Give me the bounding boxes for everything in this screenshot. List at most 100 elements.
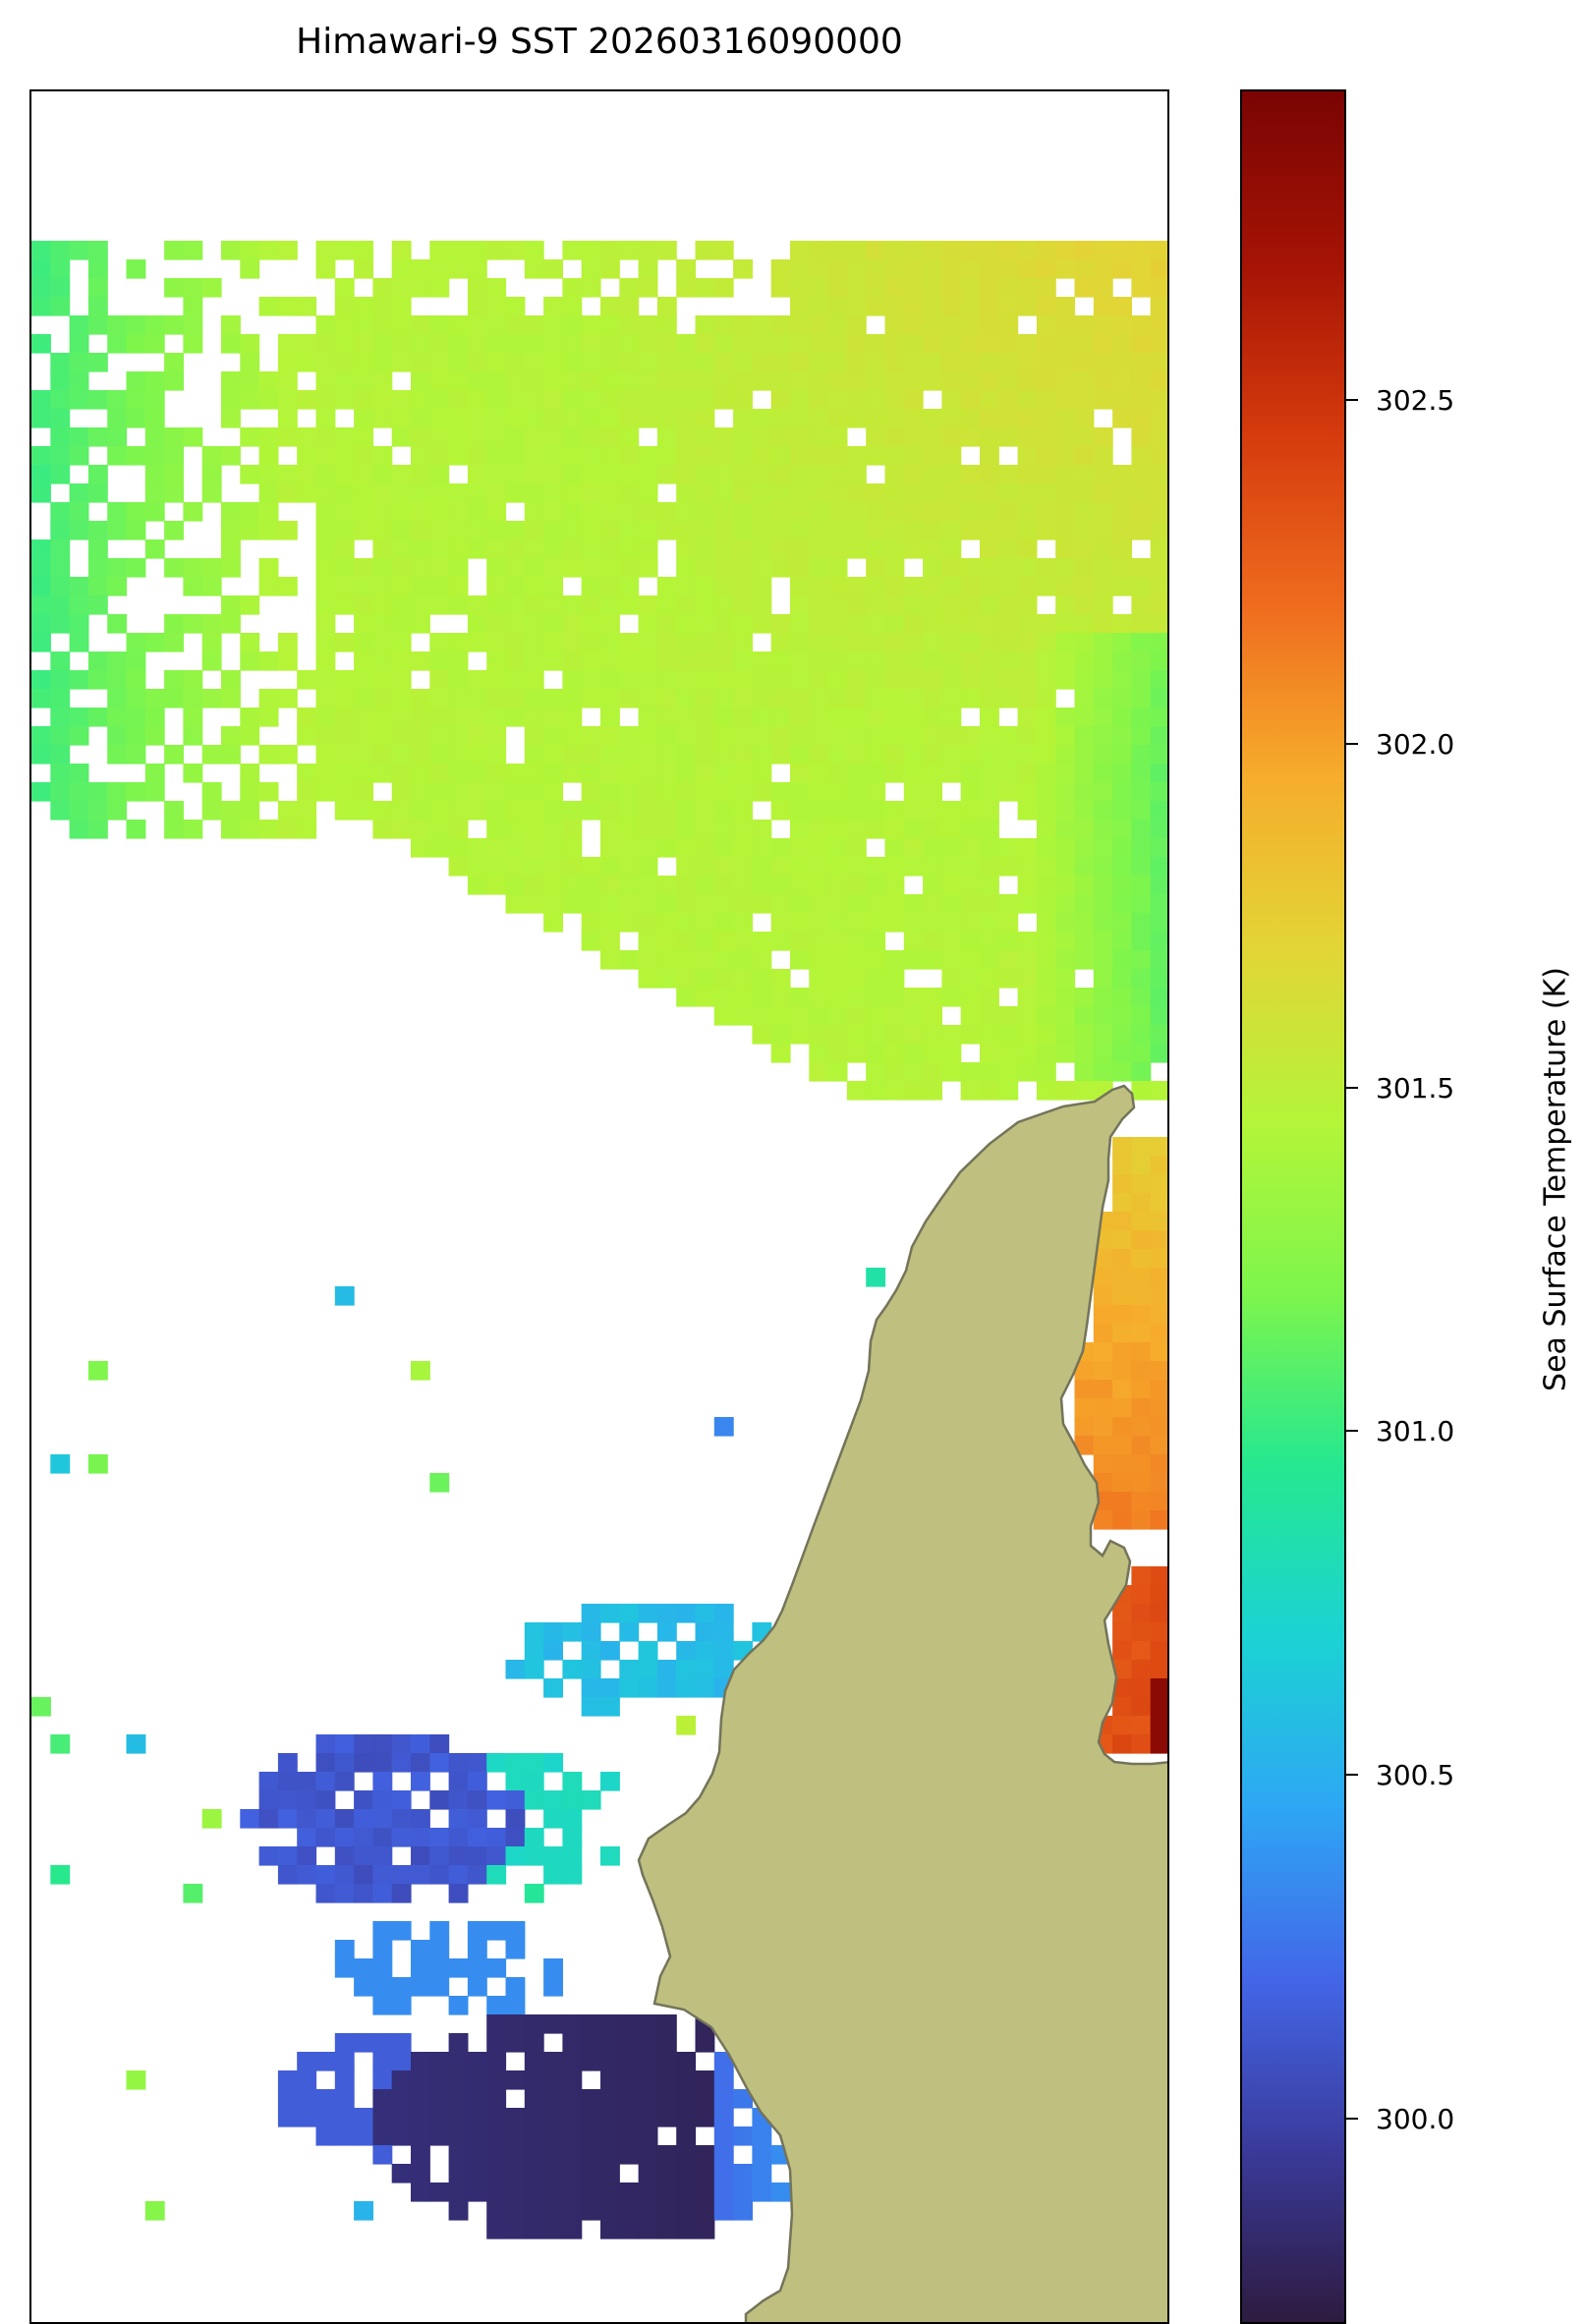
sst-pixel — [600, 390, 620, 410]
sst-pixel — [600, 633, 620, 652]
sst-pixel — [1093, 708, 1113, 727]
sst-pixel — [1150, 1324, 1167, 1343]
sst-pixel — [543, 1977, 563, 1997]
sst-pixel — [809, 988, 829, 1007]
sst-pixel — [638, 801, 658, 821]
sst-pixel — [562, 278, 583, 298]
sst-pixel — [790, 577, 810, 596]
sst-pixel — [467, 334, 487, 354]
sst-pixel — [695, 2145, 715, 2165]
sst-pixel — [1131, 502, 1152, 522]
sst-pixel — [543, 521, 563, 540]
sst-pixel — [1112, 1361, 1132, 1381]
sst-pixel — [581, 558, 601, 578]
sst-pixel — [695, 745, 715, 765]
sst-pixel — [695, 782, 715, 802]
sst-pixel — [1036, 745, 1056, 765]
sst-pixel — [354, 1846, 373, 1866]
sst-pixel — [960, 894, 981, 914]
sst-pixel — [1017, 614, 1038, 634]
sst-pixel — [713, 950, 734, 970]
sst-pixel — [770, 353, 791, 372]
sst-pixel — [354, 1865, 373, 1885]
sst-pixel — [998, 838, 1019, 858]
sst-pixel — [1093, 633, 1113, 652]
sst-pixel — [923, 988, 942, 1007]
sst-pixel — [960, 614, 981, 634]
sst-pixel — [277, 427, 298, 447]
sst-pixel — [144, 465, 165, 484]
sst-pixel — [562, 1809, 583, 1829]
sst-pixel — [638, 2145, 658, 2165]
sst-pixel — [297, 801, 317, 821]
sst-pixel — [354, 2108, 373, 2127]
sst-pixel — [713, 876, 734, 895]
sst-pixel — [1150, 633, 1167, 652]
sst-pixel — [1131, 1025, 1152, 1045]
sst-pixel — [903, 297, 924, 316]
sst-pixel — [695, 502, 715, 522]
sst-pixel — [903, 633, 924, 652]
sst-pixel — [1093, 1006, 1113, 1026]
sst-pixel — [1074, 689, 1095, 709]
sst-pixel — [941, 876, 962, 895]
sst-pixel — [1150, 1081, 1167, 1101]
sst-pixel — [1036, 521, 1056, 540]
sst-pixel — [695, 801, 715, 821]
sst-pixel — [354, 446, 373, 466]
sst-pixel — [752, 558, 772, 578]
sst-pixel — [1131, 1398, 1152, 1418]
map-plot-area[interactable] — [29, 89, 1169, 2324]
sst-pixel — [1112, 726, 1132, 746]
sst-pixel — [676, 371, 697, 391]
sst-pixel — [941, 521, 962, 540]
sst-pixel — [1150, 465, 1167, 484]
sst-pixel — [354, 1734, 373, 1754]
sst-pixel — [391, 427, 412, 447]
sst-pixel — [543, 857, 563, 877]
sst-pixel — [297, 764, 317, 783]
sst-pixel — [467, 502, 487, 522]
sst-pixel — [1017, 446, 1038, 466]
sst-pixel — [543, 2070, 563, 2090]
sst-pixel — [713, 820, 734, 839]
sst-pixel — [581, 427, 601, 447]
sst-pixel — [809, 876, 829, 895]
sst-pixel — [866, 745, 886, 765]
sst-pixel — [50, 558, 71, 578]
sst-pixel — [126, 652, 146, 671]
sst-pixel — [429, 745, 450, 765]
sst-pixel — [69, 427, 89, 447]
sst-pixel — [998, 1006, 1019, 1026]
sst-pixel — [903, 857, 924, 877]
sst-pixel — [543, 595, 563, 615]
sst-pixel — [372, 1940, 393, 1959]
sst-pixel — [998, 894, 1019, 914]
sst-pixel — [1036, 353, 1056, 372]
sst-pixel — [1112, 1137, 1132, 1157]
sst-pixel — [960, 483, 981, 503]
sst-pixel — [201, 652, 222, 671]
sst-pixel — [619, 913, 640, 933]
sst-pixel — [1150, 577, 1167, 596]
sst-pixel — [998, 502, 1019, 522]
sst-pixel — [884, 1044, 905, 1063]
sst-pixel — [884, 241, 905, 260]
sst-pixel — [1112, 521, 1132, 540]
sst-pixel — [713, 390, 734, 410]
sst-pixel — [827, 278, 848, 298]
sst-pixel — [467, 259, 487, 279]
sst-pixel — [467, 708, 487, 727]
sst-pixel — [827, 259, 848, 279]
sst-pixel — [619, 315, 640, 335]
sst-pixel — [107, 334, 128, 354]
sst-pixel — [1017, 502, 1038, 522]
sst-pixel — [923, 502, 942, 522]
sst-pixel — [1131, 427, 1152, 447]
sst-pixel — [903, 950, 924, 970]
sst-pixel — [467, 465, 487, 484]
sst-pixel — [505, 371, 526, 391]
sst-pixel — [543, 2052, 563, 2071]
sst-pixel — [315, 390, 336, 410]
sst-pixel — [770, 521, 791, 540]
